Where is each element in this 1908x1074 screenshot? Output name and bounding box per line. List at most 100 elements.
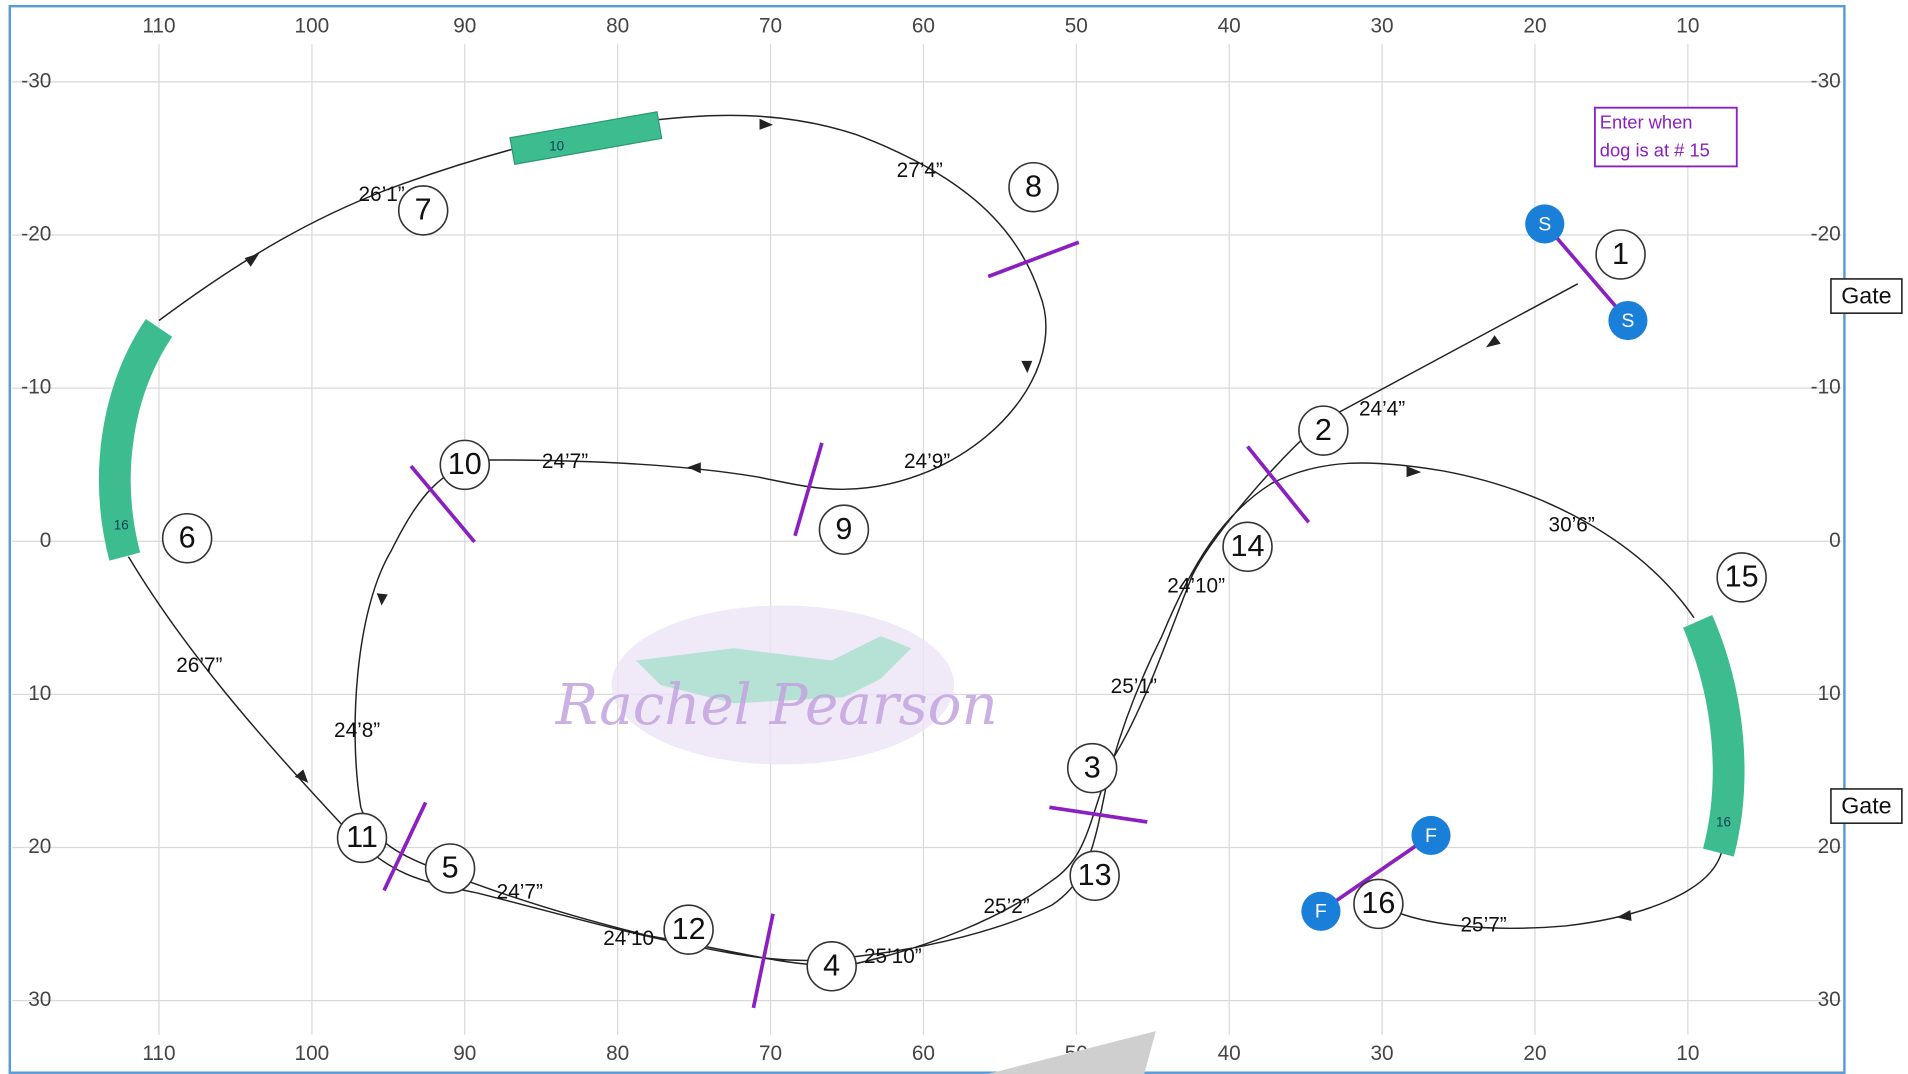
jump [382, 801, 428, 892]
y-tick-label: 30 [28, 988, 51, 1011]
arrow [1406, 466, 1422, 478]
x-tick-label: 80 [606, 14, 629, 37]
distance-label: 30’6” [1549, 513, 1595, 536]
distance-label: 25’10” [864, 945, 922, 968]
x-tick-label: 80 [606, 1042, 629, 1065]
node-circle [1222, 521, 1273, 573]
x-tick-label: 50 [1065, 14, 1088, 37]
arrow [687, 462, 701, 474]
start-label: S [1538, 213, 1551, 235]
node-label: 1 [1612, 237, 1629, 271]
node-circle [818, 504, 870, 555]
node-label: 11 [346, 820, 378, 854]
node-label: 14 [1231, 529, 1265, 563]
watermark: Rachel Pearson [555, 605, 998, 765]
tunnel [1683, 615, 1745, 857]
node-label: 6 [179, 521, 196, 555]
y-tick-label: 30 [1818, 988, 1841, 1011]
arrow [244, 253, 260, 267]
node-circle [1716, 552, 1767, 603]
x-tick-label: 110 [142, 1042, 175, 1065]
node-circle [439, 439, 491, 491]
distance-label: 24’4” [1359, 397, 1405, 420]
node-circle [663, 904, 714, 955]
x-tick-label: 10 [1676, 14, 1699, 37]
watermark-text: Rachel Pearson [555, 673, 998, 738]
tunnel-label: 10 [549, 138, 564, 153]
tunnels: 10 16 16 [98, 111, 1745, 857]
tunnel-label: 16 [114, 518, 129, 533]
jump [793, 442, 824, 537]
gate-box [1830, 278, 1903, 314]
node-circle [1595, 229, 1646, 280]
node-circle [1069, 850, 1120, 902]
x-tick-label: 10 [1676, 1042, 1699, 1065]
distance-label: 26’7” [176, 654, 222, 677]
y-tick-label: -30 [1811, 69, 1841, 92]
arrow [376, 593, 388, 606]
node-label: 3 [1084, 750, 1101, 784]
gate-label: Gate [1841, 282, 1891, 308]
x-tick-label: 110 [142, 14, 175, 37]
arrow [1021, 360, 1033, 374]
tunnel-label: 16 [1716, 815, 1731, 830]
node-label: 7 [415, 193, 432, 227]
note-box [1593, 106, 1738, 168]
watermark-dog [636, 636, 912, 704]
arrows [244, 118, 1632, 922]
start-label: S [1621, 310, 1634, 332]
y-tick-label: -10 [21, 376, 51, 399]
y-tick-label: 10 [28, 682, 51, 705]
node-circle [1008, 161, 1059, 213]
x-tick-label: 90 [453, 1042, 476, 1065]
x-tick-label: 100 [295, 14, 330, 37]
distance-label: 24’10” [1167, 575, 1225, 598]
x-tick-label: 100 [295, 1042, 330, 1065]
distance-label: 24’9” [904, 450, 950, 473]
distance-label: 25’1” [1111, 675, 1157, 698]
y-tick-label: -20 [21, 223, 51, 246]
gates: Gate Gate [1830, 278, 1903, 824]
distance-label: 24’7” [497, 880, 543, 903]
node-circle [1298, 405, 1349, 456]
start-line [1543, 222, 1630, 322]
x-tick-label: 40 [1218, 1042, 1241, 1065]
tunnel [509, 111, 663, 165]
jump [1246, 445, 1311, 524]
note-text: dog is at # 15 [1600, 140, 1710, 161]
node-circle [336, 812, 388, 864]
y-tick-label: 0 [40, 529, 52, 552]
start-finish: S S F F [1301, 204, 1648, 931]
node-label: 4 [823, 949, 840, 983]
note-text: Enter when [1600, 111, 1693, 132]
x-tick-label: 20 [1523, 1042, 1546, 1065]
x-tick-label: 20 [1523, 14, 1546, 37]
distances: 26’1” 27’4” 24’9” 24’7” 24’4” 30’6” 24’10” 25’1… [176, 159, 1595, 968]
jump [1049, 805, 1148, 824]
distance-label: 25’7” [1460, 913, 1506, 936]
y-tick-label: 20 [1818, 835, 1841, 858]
distance-label: 24’10 [603, 927, 654, 950]
jumps [382, 240, 1311, 1009]
note: Enter when dog is at # 15 [1593, 106, 1738, 168]
x-tick-label: 70 [759, 1042, 782, 1065]
x-tick-label: 30 [1371, 1042, 1394, 1065]
arrow [294, 769, 309, 783]
dog-path [127, 114, 1723, 968]
node-label: 12 [672, 912, 706, 946]
arrow [759, 118, 773, 130]
finish-label: F [1315, 901, 1327, 923]
node-label: 9 [835, 512, 852, 546]
node-label: 16 [1361, 886, 1395, 920]
jump [751, 913, 775, 1009]
node-circle [161, 512, 213, 564]
distance-label: 24’7” [542, 450, 588, 473]
node-label: 2 [1315, 413, 1332, 447]
tunnel [98, 318, 173, 561]
distance-label: 25’2” [983, 895, 1029, 918]
gate-label: Gate [1841, 792, 1891, 818]
distance-label: 27’4” [897, 159, 943, 182]
node-label: 10 [448, 447, 482, 481]
y-tick-label: 20 [28, 835, 51, 858]
x-tick-label: 70 [759, 14, 782, 37]
